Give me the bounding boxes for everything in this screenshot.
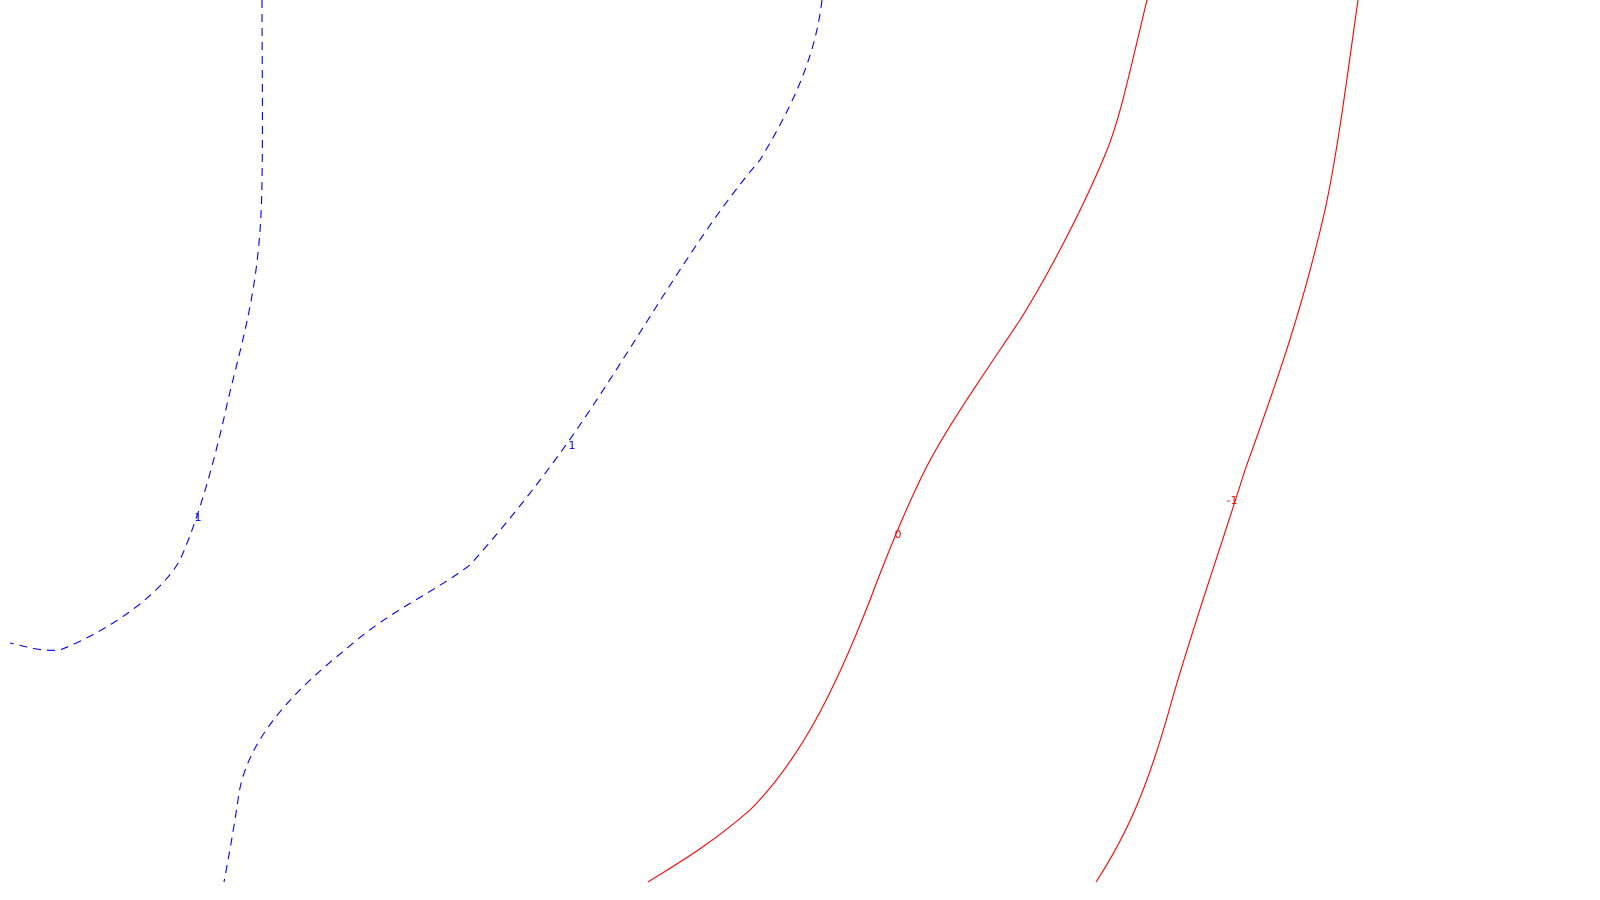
contour-line-positive-middle [223, 0, 823, 883]
contour-label-negative-right: -1 [1227, 494, 1238, 507]
contour-label-zero: 0 [895, 528, 902, 541]
contour-label-positive-left: 1 [195, 511, 202, 524]
contour-line-negative-right [1095, 0, 1359, 883]
contour-line-positive-left [9, 0, 263, 651]
contour-line-zero [647, 0, 1148, 883]
contour-label-positive-middle: 1 [569, 439, 576, 452]
